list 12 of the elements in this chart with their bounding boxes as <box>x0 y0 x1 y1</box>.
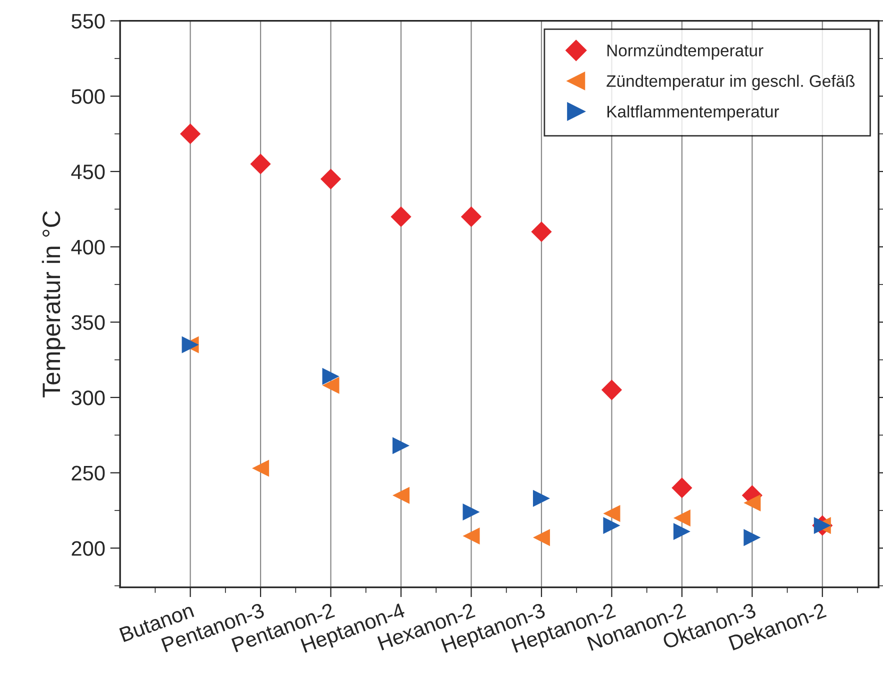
y-tick-label: 250 <box>72 466 105 481</box>
y-tick-label: 550 <box>72 14 105 29</box>
y-tick-label: 350 <box>72 315 105 330</box>
y-tick-label: 500 <box>72 89 105 104</box>
legend-label: Zündtemperatur im geschl. Gefäß <box>606 74 855 90</box>
legend-label: Normzündtemperatur <box>607 44 764 60</box>
y-tick-label: 200 <box>72 541 105 556</box>
legend-label: Kaltflammentemperatur <box>607 105 780 121</box>
y-tick-label: 450 <box>71 164 105 180</box>
y-tick-label: 300 <box>72 390 105 406</box>
y-axis-title: Temperatur in °C <box>42 211 66 398</box>
y-tick-label: 400 <box>71 240 105 255</box>
